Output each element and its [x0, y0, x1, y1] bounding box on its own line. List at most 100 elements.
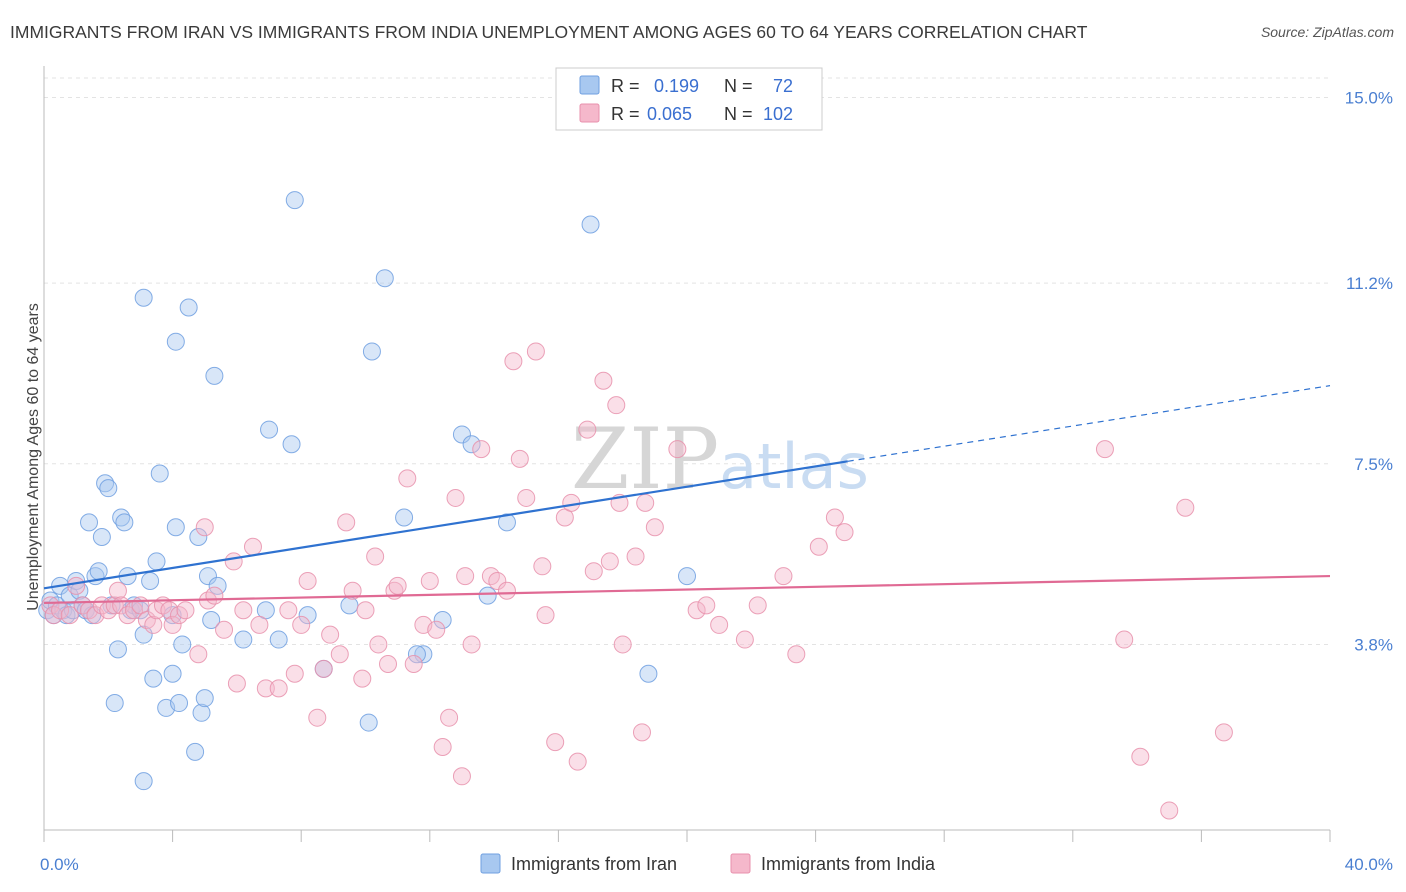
y-axis-label: Unemployment Among Ages 60 to 64 years [25, 303, 42, 611]
point-s1-27 [205, 586, 224, 605]
point-s1-24 [189, 645, 208, 664]
point-s0-44 [186, 742, 205, 761]
point-s1-46 [353, 669, 372, 688]
point-s1-84 [613, 635, 632, 654]
point-s1-99 [835, 523, 854, 542]
legend-r-label-india: R = [611, 104, 640, 124]
legend-r-label-iran: R = [611, 76, 640, 96]
point-s1-100 [1095, 440, 1114, 459]
trend-layer [43, 385, 1331, 605]
point-s0-32 [141, 571, 160, 590]
point-s1-36 [279, 601, 298, 620]
point-s1-66 [488, 571, 507, 590]
correlation-legend: R = 0.199 N = 72 R = 0.065 N = 102 [555, 67, 823, 131]
point-s1-49 [369, 635, 388, 654]
point-s1-92 [710, 615, 729, 634]
point-s0-39 [166, 518, 185, 537]
point-s0-24 [115, 513, 134, 532]
bottom-legend-label-iran: Immigrants from Iran [511, 854, 677, 874]
point-s1-54 [404, 654, 423, 673]
point-s1-30 [227, 674, 246, 693]
point-s0-33 [144, 669, 163, 688]
point-s1-97 [809, 537, 828, 556]
y-tick-label-0: 3.8% [1354, 635, 1393, 654]
point-s0-23 [112, 508, 131, 527]
point-s0-64 [395, 508, 414, 527]
point-s1-96 [787, 645, 806, 664]
source-label: Source: ZipAtlas.com [1260, 24, 1394, 40]
point-s1-91 [697, 596, 716, 615]
point-s1-73 [536, 606, 555, 625]
point-s1-42 [321, 625, 340, 644]
point-s1-69 [510, 449, 529, 468]
point-s1-89 [668, 440, 687, 459]
point-s0-54 [260, 420, 279, 439]
point-s1-35 [269, 679, 288, 698]
point-s1-72 [533, 557, 552, 576]
point-s0-41 [170, 694, 189, 713]
point-s1-28 [215, 620, 234, 639]
point-s1-50 [379, 654, 398, 673]
point-s0-31 [134, 288, 153, 307]
point-s1-0 [41, 596, 60, 615]
point-s0-43 [179, 298, 198, 317]
axes [43, 66, 1331, 842]
point-s1-33 [250, 615, 269, 634]
point-s1-32 [243, 537, 262, 556]
point-s0-58 [298, 606, 317, 625]
point-s0-40 [166, 332, 185, 351]
legend-r-value-india: 0.065 [647, 104, 692, 124]
point-s1-80 [594, 371, 613, 390]
point-s0-29 [134, 625, 153, 644]
point-s1-41 [314, 659, 333, 678]
point-s0-34 [147, 552, 166, 571]
point-s1-45 [343, 581, 362, 600]
point-s1-105 [1214, 723, 1233, 742]
legend-swatch-iran [579, 75, 600, 95]
point-s1-31 [234, 601, 253, 620]
legend-swatch-india [579, 103, 600, 123]
point-s1-77 [568, 752, 587, 771]
point-s1-87 [636, 493, 655, 512]
x-tick-label-0: 0.0% [40, 855, 79, 874]
point-s0-66 [407, 645, 426, 664]
point-s1-47 [356, 601, 375, 620]
point-s1-104 [1176, 498, 1195, 517]
point-s0-16 [89, 562, 108, 581]
point-s1-57 [427, 620, 446, 639]
point-s1-3 [60, 606, 79, 625]
point-s0-22 [108, 640, 127, 659]
point-s1-70 [517, 488, 536, 507]
point-s0-73 [639, 664, 658, 683]
point-s1-61 [452, 767, 471, 786]
y-tick-labels: 3.8% 7.5% 11.2% 15.0% [1345, 89, 1393, 655]
point-s0-30 [134, 772, 153, 791]
point-s1-48 [366, 547, 385, 566]
point-s0-65 [414, 645, 433, 664]
point-s0-13 [80, 513, 99, 532]
point-s0-47 [195, 689, 214, 708]
point-s1-95 [774, 567, 793, 586]
point-s0-72 [497, 513, 516, 532]
point-s0-74 [678, 567, 696, 586]
point-s1-88 [645, 518, 664, 537]
point-s1-85 [626, 547, 645, 566]
point-s1-81 [600, 552, 619, 571]
point-s1-71 [526, 342, 545, 361]
point-s1-23 [176, 601, 195, 620]
point-s0-35 [150, 464, 169, 483]
point-s1-25 [195, 518, 214, 537]
point-s0-37 [163, 664, 182, 683]
point-s0-52 [234, 630, 253, 649]
watermark: ZIPatlas [571, 410, 869, 508]
point-s1-39 [298, 571, 317, 590]
point-s0-69 [462, 435, 481, 454]
point-s1-78 [578, 420, 597, 439]
point-s1-40 [308, 708, 327, 727]
x-tick-label-1: 40.0% [1345, 855, 1393, 874]
point-s0-51 [208, 576, 227, 595]
bottom-legend-label-india: Immigrants from India [761, 854, 936, 874]
point-s0-60 [340, 596, 359, 615]
point-s1-74 [546, 733, 565, 752]
